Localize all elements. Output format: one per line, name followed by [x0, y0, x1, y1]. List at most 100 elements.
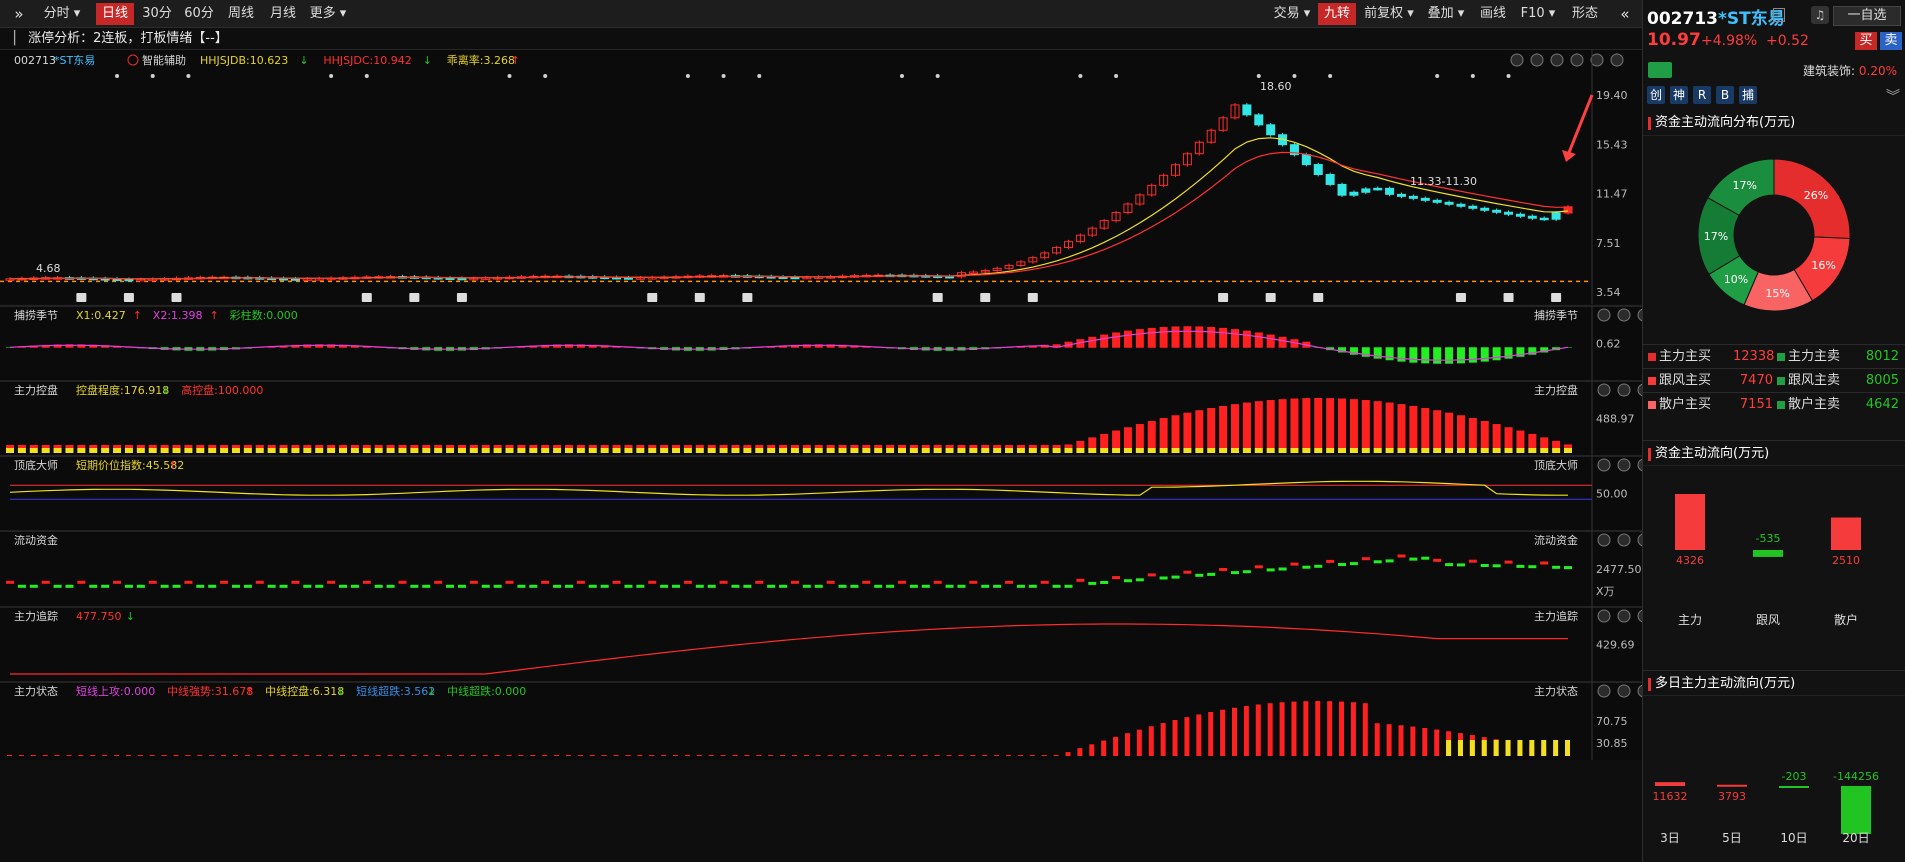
help-icon[interactable] — [1617, 308, 1631, 322]
flow-dash — [1040, 580, 1049, 584]
state-bar — [363, 755, 369, 756]
control-base-bar — [707, 448, 716, 453]
close-icon[interactable] — [1610, 53, 1624, 67]
event-marker-icon[interactable] — [1455, 293, 1466, 302]
close-icon[interactable] — [1637, 609, 1642, 623]
adjust-dropdown[interactable]: 前复权 ▾ — [1364, 6, 1414, 21]
event-marker-icon[interactable] — [742, 293, 753, 302]
signal-tag[interactable]: R — [1693, 86, 1711, 104]
flow-dash — [434, 580, 443, 584]
event-marker-icon[interactable] — [1503, 293, 1514, 302]
state-bar — [827, 755, 833, 756]
settings-icon[interactable] — [1597, 458, 1611, 472]
control-bar — [17, 445, 26, 448]
flow-dir-value: 4326 — [1676, 554, 1704, 567]
event-marker-icon[interactable] — [980, 293, 991, 302]
indicator-panel-0: 捕捞季节 X1:0.427 ↑ X2:1.398 ↑ 彩柱数:0.000 捕捞季节 0.62 — [0, 305, 1642, 381]
histogram-bar — [1088, 336, 1097, 348]
signal-dot — [721, 74, 726, 78]
settings-icon[interactable] — [1597, 684, 1611, 698]
control-bar — [101, 445, 110, 448]
tab-daily[interactable]: 日线 — [96, 3, 134, 25]
signal-tag[interactable]: 创 — [1647, 86, 1665, 104]
buy-button[interactable]: 买 — [1855, 32, 1877, 50]
control-bar — [648, 445, 657, 448]
flow-dash — [874, 584, 883, 588]
info-icon[interactable]: i — [1773, 8, 1785, 22]
settings-icon[interactable] — [1590, 53, 1604, 67]
state-bar — [54, 755, 60, 756]
expand-chevron-icon[interactable]: ︾ — [1886, 89, 1900, 105]
panel-bg — [0, 531, 1642, 607]
double-chevron-left-icon[interactable]: « — [1620, 5, 1630, 23]
tab-weekly[interactable]: 周线 — [227, 6, 254, 21]
event-marker-icon[interactable] — [1027, 293, 1038, 302]
settings-icon[interactable] — [1597, 383, 1611, 397]
candle — [1313, 164, 1323, 175]
event-marker-icon[interactable] — [361, 293, 372, 302]
double-chevron-right-icon[interactable]: » — [14, 5, 24, 23]
close-icon[interactable] — [1637, 533, 1642, 547]
event-marker-icon[interactable] — [932, 293, 943, 302]
flow-dash — [113, 580, 122, 584]
event-marker-icon[interactable] — [647, 293, 658, 302]
plus-icon[interactable] — [1530, 53, 1544, 67]
control-base-bar — [446, 448, 455, 453]
help-icon[interactable] — [1617, 383, 1631, 397]
help-icon[interactable] — [1570, 53, 1584, 67]
close-icon[interactable] — [1637, 684, 1642, 698]
overlay-dropdown[interactable]: 叠加 ▾ — [1427, 6, 1465, 21]
control-bar — [410, 445, 419, 448]
event-marker-icon[interactable] — [1551, 293, 1562, 302]
f10-dropdown[interactable]: F10 ▾ — [1520, 6, 1556, 21]
event-marker-icon[interactable] — [171, 293, 182, 302]
histogram-bar — [41, 344, 50, 348]
event-marker-icon[interactable] — [1265, 293, 1276, 302]
nine-turn-button[interactable]: 九转 — [1318, 3, 1356, 25]
signal-tag[interactable]: 捕 — [1739, 86, 1757, 104]
help-icon[interactable] — [1617, 458, 1631, 472]
chart-area[interactable]: 002713*ST东易 智能辅助 HHJSJDB:10.623 ↓ HHJSJDC:10… — [0, 50, 1642, 862]
help-icon[interactable] — [1617, 533, 1631, 547]
candle — [1218, 117, 1228, 131]
settings-icon[interactable] — [1597, 533, 1611, 547]
draw-line-button[interactable]: 画线 — [1479, 6, 1506, 21]
histogram-bar — [1100, 334, 1109, 348]
help-icon[interactable] — [1617, 609, 1631, 623]
control-bar — [1552, 440, 1561, 448]
signal-tag[interactable]: B — [1716, 86, 1734, 104]
event-marker-icon[interactable] — [76, 293, 87, 302]
tab-monthly[interactable]: 月线 — [269, 6, 296, 21]
event-marker-icon[interactable] — [409, 293, 420, 302]
event-marker-icon[interactable] — [456, 293, 467, 302]
close-icon[interactable] — [1637, 308, 1642, 322]
flow-dash — [457, 584, 466, 588]
sell-button[interactable]: 卖 — [1880, 32, 1902, 50]
event-marker-icon[interactable] — [694, 293, 705, 302]
close-icon[interactable] — [1637, 383, 1642, 397]
tab-30min[interactable]: 30分 — [142, 6, 172, 21]
event-marker-icon[interactable] — [1313, 293, 1324, 302]
bell-icon[interactable]: ♫ — [1811, 6, 1829, 24]
tab-fenshi[interactable]: 分时 ▾ — [43, 6, 81, 21]
multi-day-bar — [1779, 786, 1809, 788]
close-icon[interactable] — [1637, 458, 1642, 472]
more-dropdown[interactable]: 更多 ▾ — [309, 6, 347, 21]
state-bar — [125, 755, 131, 756]
signal-tag[interactable]: 神 — [1670, 86, 1688, 104]
event-marker-icon[interactable] — [123, 293, 134, 302]
pattern-button[interactable]: 形态 — [1571, 6, 1598, 21]
tab-60min[interactable]: 60分 — [184, 6, 214, 21]
watchlist-button[interactable]: 一自选 — [1833, 6, 1901, 26]
minus-icon[interactable] — [1550, 53, 1564, 67]
help-icon[interactable] — [1617, 684, 1631, 698]
refresh-icon[interactable] — [1510, 53, 1524, 67]
trade-dropdown[interactable]: 交易 ▾ — [1273, 6, 1311, 21]
event-marker-icon[interactable] — [1218, 293, 1229, 302]
flow-dir-label: 主力 — [1678, 613, 1702, 627]
main-indicator-1: HHJSJDC:10.942 — [323, 54, 411, 67]
control-bar — [1242, 402, 1251, 448]
settings-icon[interactable] — [1597, 308, 1611, 322]
smart-assist-icon[interactable] — [127, 54, 139, 66]
settings-icon[interactable] — [1597, 609, 1611, 623]
